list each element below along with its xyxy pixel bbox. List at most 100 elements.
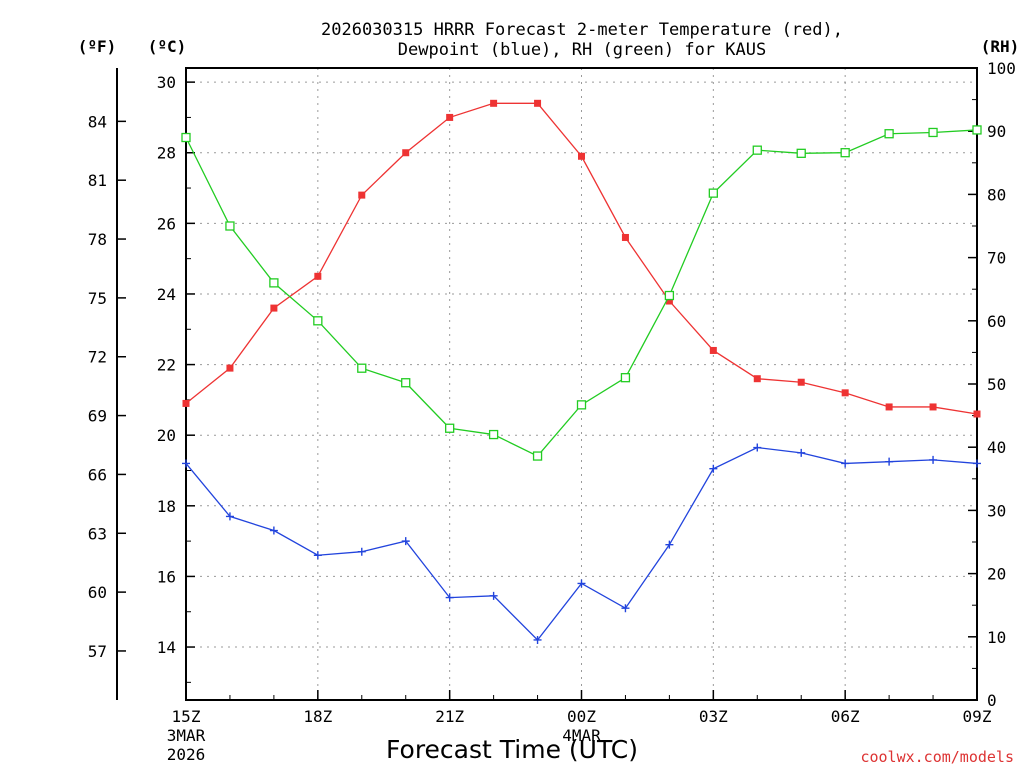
fahrenheit-tick-label: 72 <box>88 348 107 367</box>
2-meter-temperature-point <box>402 149 410 157</box>
dewpoint-point <box>313 551 322 560</box>
x-tick-label: 00Z <box>567 707 596 726</box>
relative-humidity-point <box>269 278 279 288</box>
dewpoint-point <box>841 459 850 468</box>
celsius-tick-label: 14 <box>157 638 176 657</box>
2-meter-temperature-point <box>226 364 234 372</box>
2-meter-temperature-point <box>753 375 761 383</box>
rh-tick-label: 0 <box>987 691 997 710</box>
2-meter-temperature-point <box>446 113 454 121</box>
fahrenheit-tick-label: 75 <box>88 289 107 308</box>
2-meter-temperature-point <box>709 346 717 354</box>
dewpoint-point <box>401 537 410 546</box>
2-meter-temperature-point <box>973 410 981 418</box>
dewpoint-point <box>357 547 366 556</box>
dewpoint-point <box>489 591 498 600</box>
celsius-tick-label: 20 <box>157 426 176 445</box>
relative-humidity-point <box>532 451 543 461</box>
x-tick-label: 15Z <box>172 707 201 726</box>
relative-humidity-point <box>401 378 411 388</box>
gridlines <box>185 68 978 700</box>
dewpoint-point <box>577 579 586 588</box>
x-axis-title: Forecast Time (UTC) <box>386 735 638 764</box>
relative-humidity-point <box>972 125 982 135</box>
2-meter-temperature-point <box>885 403 893 411</box>
chart-title-line1: 2026030315 HRRR Forecast 2-meter Tempera… <box>321 20 843 40</box>
dewpoint-point <box>269 526 278 535</box>
axes: 14 16 18 20 22 24 26 28 30 57 60 63 66 69 72 75 78 81 84 0 1… <box>88 59 1016 764</box>
rh-axis-label: (RH) <box>981 37 1020 56</box>
2-meter-temperature-point <box>270 304 278 312</box>
rh-tick-label: 40 <box>987 438 1006 457</box>
relative-humidity-point <box>576 400 587 410</box>
rh-tick-label: 30 <box>987 501 1006 520</box>
2-meter-temperature-point <box>358 191 366 199</box>
dewpoint-point <box>929 455 938 464</box>
fahrenheit-tick-label: 84 <box>88 112 107 131</box>
2-meter-temperature-point <box>621 233 629 241</box>
credit-link[interactable]: coolwx.com/models <box>860 748 1014 766</box>
2-meter-temperature-point <box>182 399 190 407</box>
x-tick-label: 21Z <box>435 707 464 726</box>
rh-tick-label: 60 <box>987 312 1006 331</box>
2-meter-temperature-point <box>314 272 322 280</box>
relative-humidity-point <box>928 127 938 138</box>
rh-tick-label: 50 <box>987 375 1006 394</box>
rh-tick-label: 80 <box>987 185 1006 204</box>
dewpoint-point <box>709 464 718 473</box>
chart-title-line2: Dewpoint (blue), RH (green) for KAUS <box>398 40 766 60</box>
celsius-tick-label: 16 <box>157 567 176 586</box>
relative-humidity-point <box>796 148 806 158</box>
rh-tick-label: 20 <box>987 565 1006 584</box>
dewpoint-line <box>185 446 978 641</box>
celsius-tick-label: 28 <box>157 144 176 163</box>
2-meter-temperature-point <box>534 99 542 107</box>
2-meter-temperature-series <box>182 99 981 418</box>
fahrenheit-axis-label: (ºF) <box>78 37 117 56</box>
x-tick-label: 06Z <box>831 707 860 726</box>
x-tick-date: 4MAR <box>562 726 601 745</box>
fahrenheit-tick-label: 69 <box>88 407 107 426</box>
relative-humidity-point <box>445 423 455 433</box>
relative-humidity-point <box>620 373 631 383</box>
2-meter-temperature-point <box>929 403 937 411</box>
data-series <box>181 99 982 644</box>
rh-tick-label: 100 <box>987 59 1016 78</box>
relative-humidity-point <box>752 145 762 155</box>
x-tick-year: 2026 <box>167 745 206 764</box>
dewpoint-point <box>445 593 454 602</box>
dewpoint-point <box>533 635 542 644</box>
dewpoint-point <box>621 604 630 613</box>
celsius-axis-label: (ºC) <box>148 37 187 56</box>
dewpoint-point <box>665 540 674 549</box>
2-meter-temperature-point <box>578 152 585 160</box>
fahrenheit-tick-label: 81 <box>88 171 107 190</box>
2-meter-temperature-point <box>665 297 673 305</box>
celsius-tick-label: 30 <box>157 73 176 92</box>
2-meter-temperature-point <box>490 99 498 107</box>
relative-humidity-series <box>181 125 982 461</box>
relative-humidity-point <box>664 290 675 301</box>
dewpoint-series <box>182 443 981 644</box>
x-tick-label: 03Z <box>699 707 728 726</box>
dewpoint-point <box>182 459 190 468</box>
x-tick-label: 09Z <box>963 707 992 726</box>
fahrenheit-tick-label: 78 <box>88 230 107 249</box>
2-meter-temperature-point <box>841 389 849 397</box>
dewpoint-point <box>797 448 806 457</box>
relative-humidity-point <box>708 188 718 198</box>
relative-humidity-point <box>884 129 894 139</box>
dewpoint-point <box>225 512 234 521</box>
dewpoint-point <box>753 443 762 452</box>
relative-humidity-point <box>840 148 850 158</box>
fahrenheit-tick-label: 57 <box>88 642 107 661</box>
relative-humidity-point <box>225 221 235 231</box>
relative-humidity-point <box>357 363 367 373</box>
dewpoint-point <box>885 457 894 466</box>
fahrenheit-tick-label: 60 <box>88 583 107 602</box>
dewpoint-point <box>973 459 981 468</box>
celsius-tick-label: 22 <box>157 356 176 375</box>
2-meter-temperature-point <box>797 378 805 386</box>
rh-tick-label: 10 <box>987 628 1006 647</box>
